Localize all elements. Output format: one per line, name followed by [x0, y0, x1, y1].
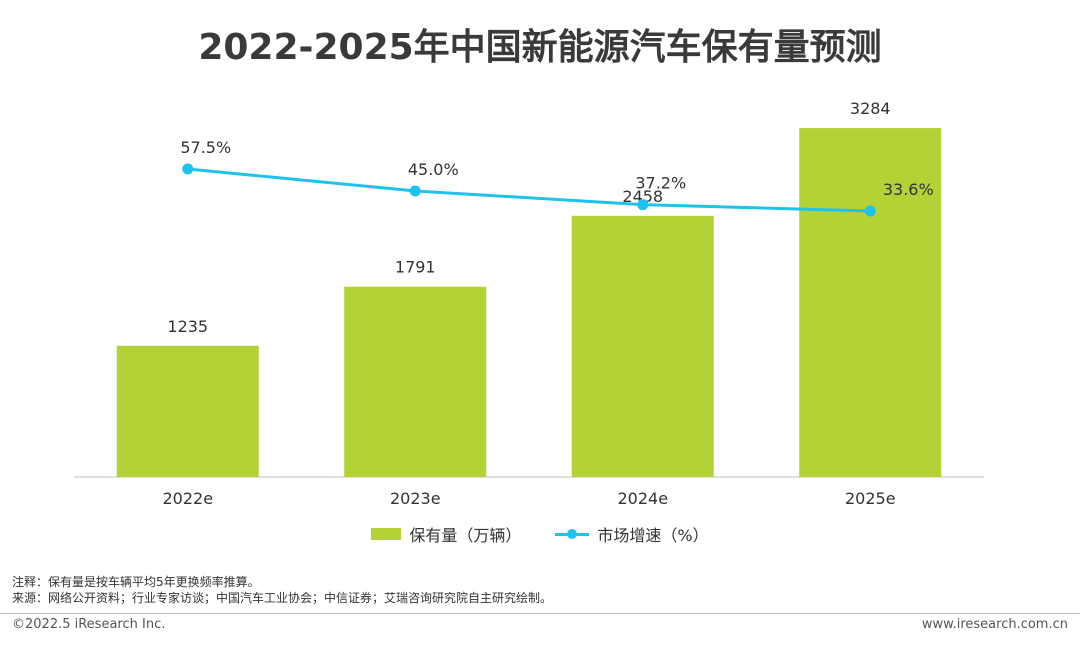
- legend-bar-swatch: [371, 528, 402, 540]
- growth-value-label: 57.5%: [180, 138, 231, 157]
- x-tick-label: 2024e: [617, 489, 668, 508]
- bar-2022e: [116, 345, 259, 477]
- chart-title: 2022-2025年中国新能源汽车保有量预测: [198, 27, 882, 68]
- growth-point-2023e: [409, 185, 421, 197]
- bar-2025e: [799, 128, 942, 477]
- source-text: 来源：网络公开资料；行业专家访谈；中国汽车工业协会；中信证券；艾瑞咨询研究院自主…: [12, 591, 553, 605]
- bar-value-label: 1235: [167, 317, 208, 336]
- bar-value-label: 3284: [850, 99, 891, 118]
- growth-point-2025e: [864, 205, 876, 217]
- footer-copyright: ©2022.5 iResearch Inc.: [12, 617, 166, 632]
- legend-item-bar: 保有量（万辆）: [371, 522, 521, 546]
- growth-value-label: 37.2%: [635, 174, 686, 193]
- bar-value-label: 2458: [622, 187, 663, 206]
- growth-rate-line: [187, 167, 871, 213]
- footer-divider: [0, 613, 1080, 614]
- notes-block: 注释：保有量是按车辆平均5年更换频率推算。 来源：网络公开资料；行业专家访谈；中…: [12, 574, 552, 606]
- bar-2023e: [344, 286, 487, 477]
- growth-value-label: 45.0%: [408, 160, 459, 179]
- legend-bar-label: 保有量（万辆）: [409, 526, 522, 545]
- bar-value-label: 1791: [395, 258, 436, 277]
- growth-point-2022e: [182, 163, 194, 175]
- bar-2024e: [571, 215, 714, 477]
- note-text: 注释：保有量是按车辆平均5年更换频率推算。: [12, 575, 260, 589]
- legend-item-line: 市场增速（%）: [555, 522, 709, 546]
- growth-value-label: 33.6%: [883, 180, 934, 199]
- growth-point-2024e: [637, 199, 649, 211]
- chart-legend: 保有量（万辆） 市场增速（%）: [0, 522, 1080, 546]
- legend-line-marker: [567, 529, 578, 539]
- legend-line-label: 市场增速（%）: [597, 526, 709, 545]
- legend-line-swatch: [555, 527, 590, 541]
- footer-website[interactable]: www.iresearch.com.cn: [921, 617, 1068, 632]
- x-tick-label: 2022e: [162, 489, 213, 508]
- x-tick-label: 2025e: [845, 489, 896, 508]
- x-tick-label: 2023e: [390, 489, 441, 508]
